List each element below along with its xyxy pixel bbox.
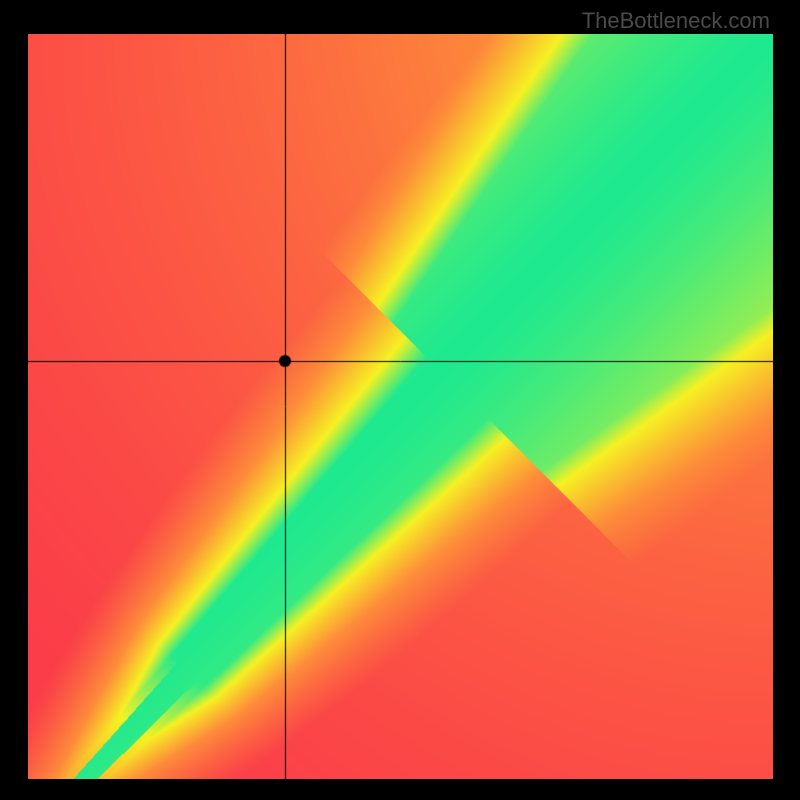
watermark-text: TheBottleneck.com — [582, 8, 770, 34]
chart-container: TheBottleneck.com — [0, 0, 800, 800]
bottleneck-heatmap — [28, 34, 773, 779]
